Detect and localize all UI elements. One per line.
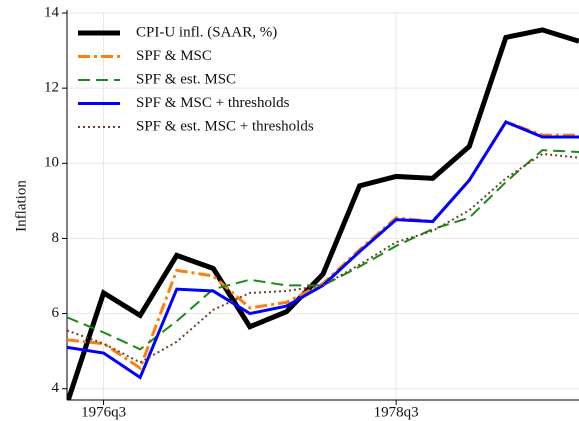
legend-label: SPF & MSC + thresholds (136, 95, 290, 111)
legend-label: SPF & est. MSC + thresholds (136, 118, 314, 134)
plot-area (67, 27, 579, 400)
legend-label: SPF & est. MSC (136, 71, 236, 87)
y-tick-label: 12 (44, 80, 59, 96)
y-tick-label: 8 (52, 230, 60, 246)
x-tick-label: 1976q3 (81, 404, 126, 420)
legend-label: CPI-U infl. (SAAR, %) (136, 24, 277, 40)
y-tick-label: 14 (44, 4, 60, 20)
series-line (67, 120, 579, 371)
series-line (67, 27, 579, 400)
y-tick-label: 4 (52, 380, 60, 396)
y-tick-label: 6 (52, 305, 60, 321)
series-line (67, 120, 579, 380)
y-axis-label: Inflation (13, 180, 29, 232)
y-tick-label: 10 (44, 155, 59, 171)
legend-label: SPF & MSC (136, 48, 212, 64)
x-tick-label: 1978q3 (374, 404, 419, 420)
series-line (67, 149, 579, 351)
